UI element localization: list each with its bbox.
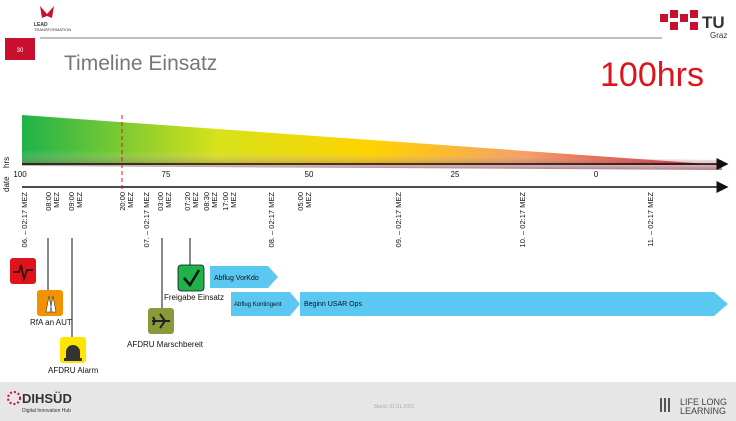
axis-label: date [2, 176, 11, 192]
badge: 100hrs [600, 56, 704, 94]
footer-logo-text: DIHSÜD [22, 391, 72, 406]
date-label: 11. – 02:17 MEZ [646, 192, 655, 247]
footer-band [0, 382, 736, 421]
hour-label: 75 [162, 170, 171, 179]
date-label: 05:00 [296, 192, 305, 211]
date-label: 20:00 [118, 192, 127, 211]
date-label: MEZ [191, 192, 200, 208]
phase-label: Abflug VorKdo [214, 275, 259, 282]
lead-logo: LEAD TRANSFORMATION [34, 6, 71, 32]
title: Timeline Einsatz [64, 52, 217, 75]
hour-labels: 100 75 50 25 0 [13, 170, 598, 179]
date-label: 06. – 02:17 MEZ [20, 192, 29, 248]
phase-label: Abflug Kontingent [234, 302, 282, 308]
hour-label: 0 [594, 170, 599, 179]
icon-alert [10, 258, 36, 284]
footer-tagline: LEARNING [680, 406, 726, 416]
date-label: MEZ [304, 192, 313, 208]
university-text: TU [702, 13, 725, 32]
phase-arrow [231, 292, 300, 316]
hour-label: 100 [13, 170, 27, 179]
university-text: Graz [710, 31, 727, 40]
date-label: 09. – 02:17 MEZ [394, 192, 403, 248]
icon-approved [177, 264, 205, 292]
connectors [47, 238, 191, 338]
date-label: 03:00 [156, 192, 165, 211]
slide-number-box [5, 38, 35, 60]
lll-logo: LIFE LONG LEARNING [660, 397, 727, 416]
date-label: MEZ [126, 192, 135, 208]
date-label: 07. – 02:17 MEZ [142, 192, 151, 248]
date-label: MEZ [164, 192, 173, 208]
event-label: Freigabe Einsatz [164, 293, 224, 302]
date-label: 09:00 [67, 192, 76, 211]
footer-tagline: LIFE LONG [680, 397, 727, 407]
hour-label: 25 [451, 170, 460, 179]
logo-text: TRANSFORMATION [34, 27, 71, 32]
phase-arrow [300, 292, 728, 316]
event-label: AFDRU Alarm [48, 366, 99, 375]
phase-arrow [210, 266, 278, 288]
tu-graz-logo: TU Graz [660, 10, 727, 40]
date-labels: 06. – 02:17 MEZ 08:00 MEZ 09:00 MEZ 20:00 MEZ 0… [20, 192, 655, 248]
icon-alarm [60, 337, 86, 363]
icon-ready [148, 308, 174, 334]
phase-label: Beginn USAR Ops [304, 301, 362, 308]
event-label: RfA an AUT [30, 318, 72, 327]
date-label: MEZ [52, 192, 61, 208]
date-label: 17:00 [221, 192, 230, 211]
date-label: 07:20 [183, 192, 192, 211]
date-label: MEZ [210, 192, 219, 208]
slide-number: 30 [17, 48, 24, 54]
dihsued-logo: DIHSÜD Digital Innovation Hub [7, 391, 72, 414]
date-label: 08. – 02:17 MEZ [267, 192, 276, 248]
date-label: MEZ [229, 192, 238, 208]
event-label: AFDRU Marschbereit [127, 340, 204, 349]
logo-text: LEAD [34, 22, 48, 28]
date-label: 08:00 [44, 192, 53, 211]
axis-label: hrs [2, 157, 11, 168]
date-label: 08:30 [202, 192, 211, 211]
footer-date: Stand: 01.01.2021 [374, 404, 415, 410]
date-label: MEZ [75, 192, 84, 208]
time-band [22, 150, 722, 170]
hour-label: 50 [305, 170, 314, 179]
icon-request [37, 290, 63, 316]
footer-logo-text: Digital Innovation Hub [22, 408, 71, 414]
date-label: 10. – 02:17 MEZ [518, 192, 527, 248]
